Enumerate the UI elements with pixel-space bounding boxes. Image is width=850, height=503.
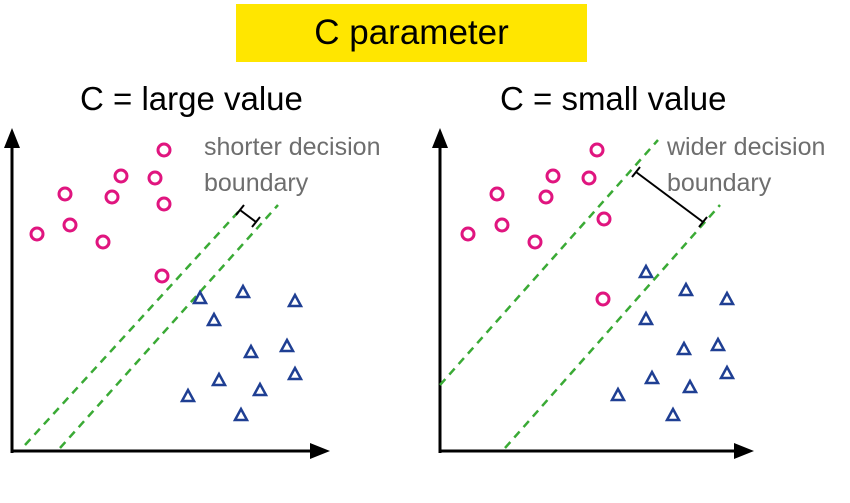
circle-marker-icon <box>156 142 172 158</box>
triangle-marker-icon <box>637 310 655 326</box>
left-note-line2: boundary <box>204 169 309 197</box>
circle-marker-icon <box>62 217 78 233</box>
right-margin-cap-b <box>698 216 708 228</box>
right-margin-line <box>635 171 704 223</box>
left-panel-note: shorter decision boundary <box>204 129 380 201</box>
left-boundary-line-upper <box>24 209 241 446</box>
triangle-marker-icon <box>205 311 223 327</box>
circle-marker-icon <box>29 226 45 242</box>
circle-marker-icon <box>113 168 129 184</box>
left-margin-line <box>239 209 257 223</box>
left-panel <box>4 128 330 459</box>
circle-marker-icon <box>545 168 561 184</box>
triangle-marker-icon <box>210 371 228 387</box>
left-y-axis-arrow-icon <box>4 128 20 148</box>
triangle-marker-icon <box>718 290 736 306</box>
circle-marker-icon <box>595 291 611 307</box>
left-note-line1: shorter decision <box>204 133 381 161</box>
triangle-marker-icon <box>677 281 695 297</box>
triangle-marker-icon <box>709 336 727 352</box>
circle-marker-icon <box>104 189 120 205</box>
triangle-marker-icon <box>234 283 252 299</box>
diagram-title: C parameter <box>314 13 509 52</box>
right-axes <box>432 128 754 459</box>
triangle-marker-icon <box>232 406 250 422</box>
right-margin-cap-a <box>631 166 641 178</box>
left-margin-cap-b <box>251 216 261 228</box>
triangle-marker-icon <box>637 263 655 279</box>
left-boundaries <box>24 204 279 449</box>
triangle-marker-icon <box>681 378 699 394</box>
triangle-marker-icon <box>609 386 627 402</box>
circle-marker-icon <box>527 234 543 250</box>
triangle-marker-icon <box>286 365 304 381</box>
right-boundary-line-upper <box>439 139 659 386</box>
right-x-axis-arrow-icon <box>734 443 754 459</box>
right-note-line2: boundary <box>667 169 772 197</box>
triangle-marker-icon <box>278 337 296 353</box>
title-banner: C parameter <box>236 4 587 62</box>
right-panel-title: C = small value <box>500 80 727 117</box>
left-circles <box>29 142 172 284</box>
triangle-marker-icon <box>286 292 304 308</box>
circle-marker-icon <box>589 142 605 158</box>
right-margin-marker <box>631 166 708 228</box>
left-margin-cap-a <box>235 204 245 216</box>
left-triangles <box>179 283 304 422</box>
right-panel <box>432 128 754 459</box>
right-boundaries <box>439 139 721 449</box>
left-boundary-line-lower <box>59 204 279 449</box>
circle-marker-icon <box>581 170 597 186</box>
triangle-marker-icon <box>242 343 260 359</box>
right-note-line1: wider decision <box>667 133 826 161</box>
right-y-axis-arrow-icon <box>432 128 448 148</box>
circle-marker-icon <box>460 226 476 242</box>
right-boundary-line-lower <box>504 204 721 449</box>
circle-marker-icon <box>57 186 73 202</box>
circle-marker-icon <box>154 268 170 284</box>
triangle-marker-icon <box>179 387 197 403</box>
triangle-marker-icon <box>675 340 693 356</box>
circle-marker-icon <box>494 217 510 233</box>
right-triangles <box>609 263 736 422</box>
left-x-axis-arrow-icon <box>310 443 330 459</box>
triangle-marker-icon <box>251 381 269 397</box>
left-margin-marker <box>235 204 261 228</box>
circle-marker-icon <box>156 196 172 212</box>
circle-marker-icon <box>596 211 612 227</box>
left-axes <box>4 128 330 459</box>
triangle-marker-icon <box>718 364 736 380</box>
triangle-marker-icon <box>191 289 209 305</box>
circle-marker-icon <box>95 234 111 250</box>
left-panel-title: C = large value <box>80 80 303 117</box>
triangle-marker-icon <box>643 369 661 385</box>
right-circles <box>460 142 612 307</box>
triangle-marker-icon <box>664 406 682 422</box>
circle-marker-icon <box>538 189 554 205</box>
circle-marker-icon <box>489 186 505 202</box>
right-panel-note: wider decision boundary <box>667 129 825 201</box>
circle-marker-icon <box>147 170 163 186</box>
